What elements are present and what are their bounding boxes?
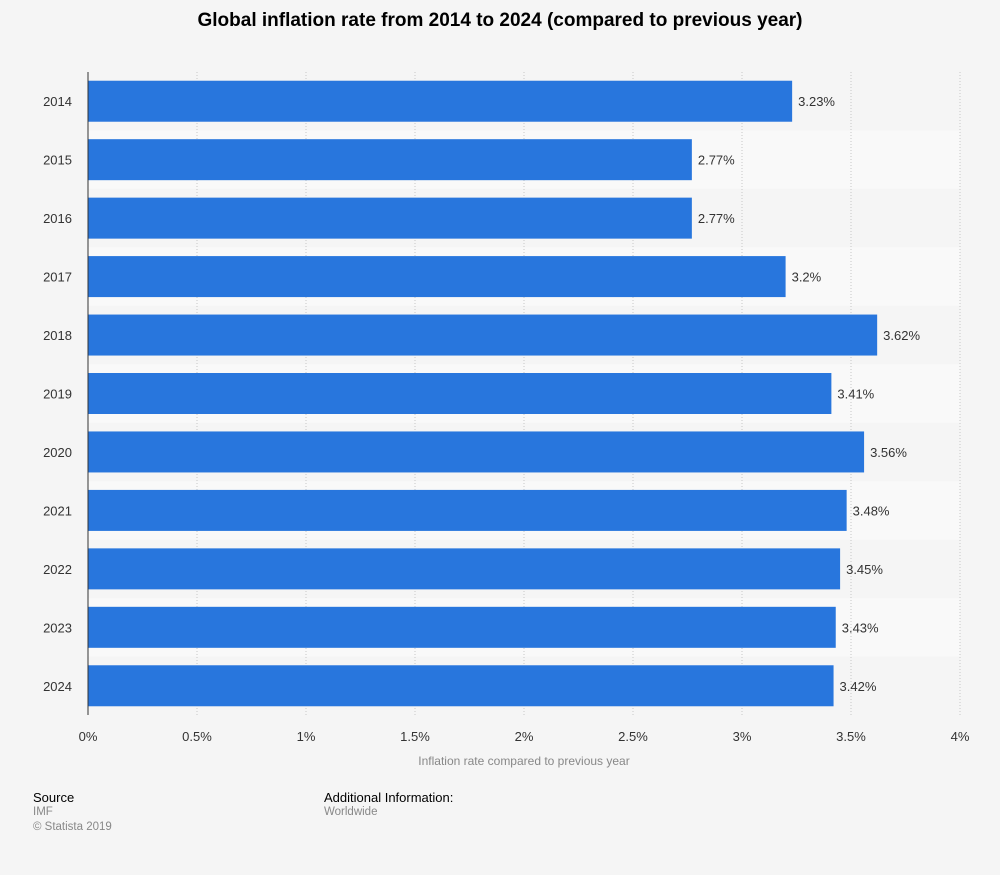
data-label: 2.77% [698, 211, 735, 226]
x-tick-label: 1% [297, 729, 316, 744]
category-label: 2018 [43, 328, 72, 343]
data-label: 3.48% [853, 503, 890, 518]
data-label: 2.77% [698, 153, 735, 168]
bar [88, 606, 836, 648]
data-label: 3.2% [792, 270, 822, 285]
x-tick-label: 2.5% [618, 729, 648, 744]
x-axis-title: Inflation rate compared to previous year [418, 754, 629, 768]
bar-chart: 2014 3.23% 2015 2.77% 2016 2.77% 2017 3.2% 2018 3… [43, 72, 970, 768]
data-label: 3.62% [883, 328, 920, 343]
x-tick-label: 0.5% [182, 729, 212, 744]
category-label: 2019 [43, 387, 72, 402]
category-label: 2015 [43, 153, 72, 168]
additional-info-heading: Additional Information: [324, 790, 454, 805]
bar [88, 139, 692, 181]
chart-title: Global inflation rate from 2014 to 2024 … [197, 10, 803, 31]
data-label: 3.41% [837, 387, 874, 402]
source-block: Source IMF © Statista 2019 [33, 790, 112, 835]
category-label: 2023 [43, 620, 72, 635]
bar [88, 665, 834, 707]
additional-info-value: Worldwide [324, 806, 378, 818]
category-label: 2017 [43, 270, 72, 285]
bar [88, 373, 832, 414]
category-label: 2021 [43, 503, 72, 518]
data-label: 3.43% [842, 620, 879, 635]
x-tick-label: 3.5% [836, 729, 866, 744]
x-tick-label: 0% [79, 729, 98, 744]
data-label: 3.56% [870, 445, 907, 460]
bar [88, 256, 786, 298]
additional-info-block: Additional Information: Worldwide [324, 790, 453, 820]
bar [88, 431, 865, 473]
bar [88, 314, 878, 356]
x-tick-label: 4% [951, 729, 970, 744]
category-label: 2024 [43, 679, 72, 694]
bar [88, 489, 847, 531]
bar [88, 80, 793, 122]
x-tick-label: 1.5% [400, 729, 430, 744]
category-label: 2020 [43, 445, 72, 460]
category-label: 2022 [43, 562, 72, 577]
category-label: 2016 [43, 211, 72, 226]
source-value: IMF [33, 806, 53, 818]
data-label: 3.42% [840, 679, 877, 694]
category-label: 2014 [43, 94, 72, 109]
x-tick-label: 2% [515, 729, 534, 744]
data-label: 3.45% [846, 562, 883, 577]
copyright: © Statista 2019 [33, 821, 112, 833]
x-tick-label: 3% [733, 729, 752, 744]
bar [88, 548, 841, 590]
source-heading: Source [33, 790, 75, 805]
data-label: 3.23% [798, 94, 835, 109]
bar [88, 197, 692, 239]
